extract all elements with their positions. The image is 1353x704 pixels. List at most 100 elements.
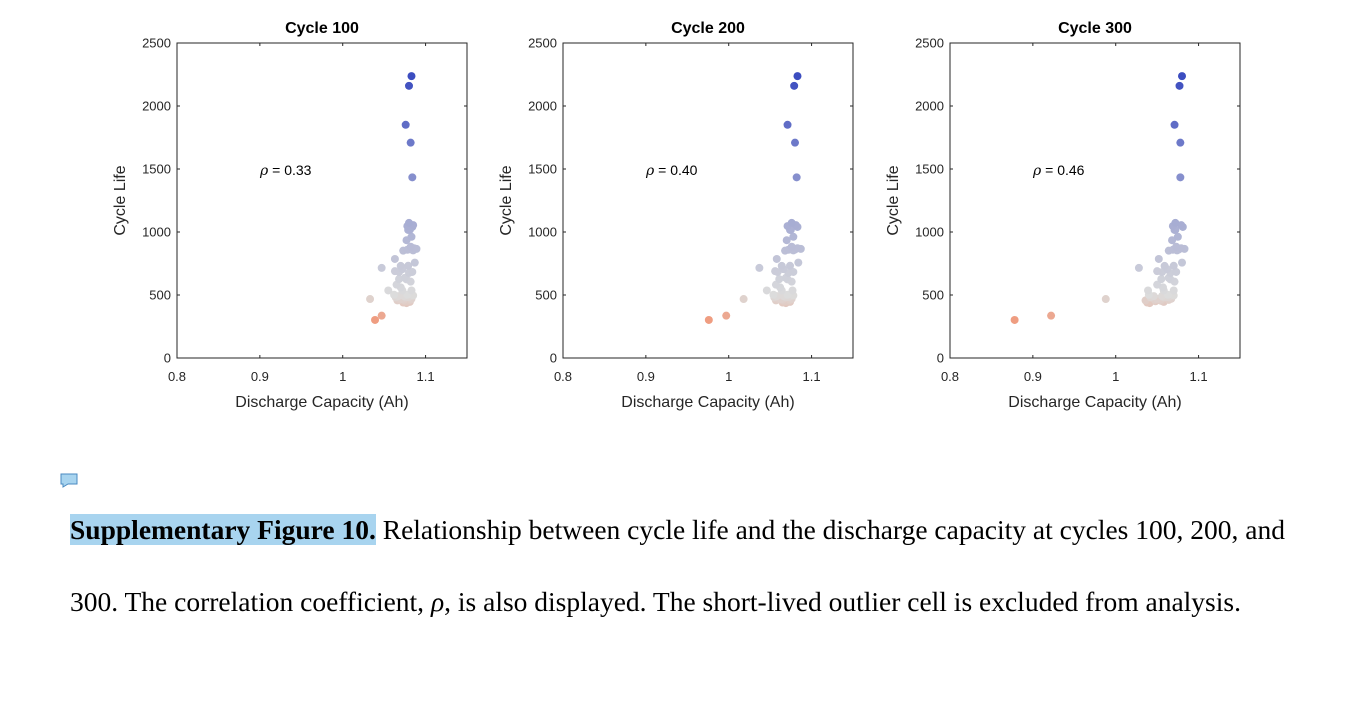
data-point: [390, 290, 399, 299]
y-tick-label: 2500: [528, 36, 557, 51]
chart-title: Cycle 100: [285, 20, 359, 37]
data-point: [762, 286, 771, 295]
x-tick-label: 0.9: [637, 369, 655, 384]
data-point: [1169, 261, 1178, 270]
data-point: [1169, 286, 1178, 295]
data-point: [390, 254, 399, 263]
data-point: [786, 261, 795, 270]
x-tick-label: 0.8: [554, 369, 572, 384]
data-point: [791, 138, 799, 147]
data-point: [1176, 173, 1185, 182]
data-point: [401, 120, 410, 129]
data-point: [704, 315, 713, 324]
comment-marker-icon[interactable]: [60, 473, 78, 488]
data-point: [769, 290, 778, 299]
y-tick-label: 1500: [915, 162, 944, 177]
data-point: [793, 72, 802, 81]
x-tick-label: 1.1: [1190, 369, 1208, 384]
data-point: [404, 261, 413, 270]
data-point: [405, 81, 413, 90]
x-axis-label: Discharge Capacity (Ah): [235, 394, 408, 411]
x-tick-label: 1.1: [803, 369, 821, 384]
correlation-annotation: ρ = 0.46: [1032, 162, 1085, 179]
rho-symbol: ρ: [1032, 163, 1042, 179]
figure-caption: Supplementary Figure 10. Relationship be…: [70, 494, 1285, 638]
data-point: [1171, 218, 1180, 227]
rho-symbol: ρ: [645, 163, 655, 179]
caption-label: Supplementary Figure 10.: [70, 513, 376, 545]
data-point: [755, 263, 764, 272]
data-point: [390, 267, 399, 276]
data-point: [1144, 286, 1153, 295]
data-point: [1178, 258, 1186, 267]
correlation-annotation: ρ = 0.40: [645, 162, 698, 179]
y-tick-label: 500: [149, 288, 171, 303]
x-tick-label: 1: [725, 369, 732, 384]
x-tick-label: 0.9: [251, 369, 269, 384]
rho-value: = 0.46: [1041, 162, 1084, 178]
data-point: [1168, 236, 1177, 245]
figure: 0 500 1000 1500 2000 2500 0.8 0.9 1 1.1 Cycle 100 D…: [112, 20, 1241, 411]
rho-value: = 0.33: [268, 162, 311, 178]
x-tick-label: 1.1: [417, 369, 435, 384]
data-point: [787, 218, 796, 227]
data-point: [396, 261, 405, 270]
data-point: [1153, 267, 1162, 276]
y-tick-label: 1500: [528, 162, 557, 177]
data-point: [366, 295, 375, 304]
data-point: [1101, 295, 1110, 304]
plot-area: [949, 42, 1241, 359]
y-tick-label: 2000: [142, 99, 171, 114]
data-point: [407, 72, 416, 81]
y-tick-label: 500: [922, 288, 944, 303]
plot-area: [562, 42, 854, 359]
data-point: [405, 218, 413, 227]
y-tick-label: 1000: [528, 225, 557, 240]
data-point: [1175, 81, 1184, 90]
data-point: [1172, 267, 1181, 276]
data-point: [788, 286, 797, 295]
data-point: [789, 267, 798, 276]
data-point: [1047, 311, 1056, 320]
plot-area: [176, 42, 468, 359]
x-tick-label: 1: [1112, 369, 1119, 384]
data-point: [406, 138, 415, 147]
data-point: [775, 275, 784, 284]
y-tick-label: 2000: [915, 99, 944, 114]
data-point: [1160, 261, 1169, 270]
chart-panel-1: 0 500 1000 1500 2000 2500 0.8 0.9 1 1.1 Cycle 100 D…: [112, 20, 468, 411]
x-axis-label: Discharge Capacity (Ah): [621, 394, 794, 411]
data-point: [1172, 242, 1181, 251]
chart-panel-3: 0 500 1000 1500 2000 2500 0.8 0.9 1 1.1 Cycle 300 D…: [885, 20, 1241, 411]
caption-text-1: Relationship between cycle life and the …: [70, 513, 1285, 617]
data-point: [782, 236, 791, 245]
x-tick-label: 0.8: [941, 369, 959, 384]
rho-symbol: ρ: [259, 163, 269, 179]
data-point: [406, 242, 415, 251]
data-point: [371, 315, 380, 324]
x-tick-label: 0.8: [168, 369, 186, 384]
caption-rho-symbol: ρ: [430, 585, 445, 617]
data-point: [794, 258, 803, 267]
y-axis-label: Cycle Life: [112, 165, 129, 235]
data-point: [790, 81, 799, 90]
data-point: [787, 242, 796, 251]
data-point: [384, 286, 393, 295]
y-tick-label: 500: [535, 288, 557, 303]
y-axis-label: Cycle Life: [498, 165, 515, 235]
data-point: [1154, 254, 1163, 263]
data-point: [771, 267, 780, 276]
y-tick-label: 1500: [142, 162, 171, 177]
data-point: [407, 232, 416, 241]
y-tick-label: 2500: [915, 36, 944, 51]
y-tick-label: 0: [937, 351, 944, 366]
data-point: [408, 173, 417, 182]
data-point: [722, 311, 731, 320]
data-point: [377, 311, 386, 320]
y-tick-label: 0: [550, 351, 557, 366]
correlation-annotation: ρ = 0.33: [259, 162, 312, 179]
data-point: [408, 267, 417, 276]
data-point: [789, 232, 798, 241]
data-point: [1178, 72, 1186, 81]
